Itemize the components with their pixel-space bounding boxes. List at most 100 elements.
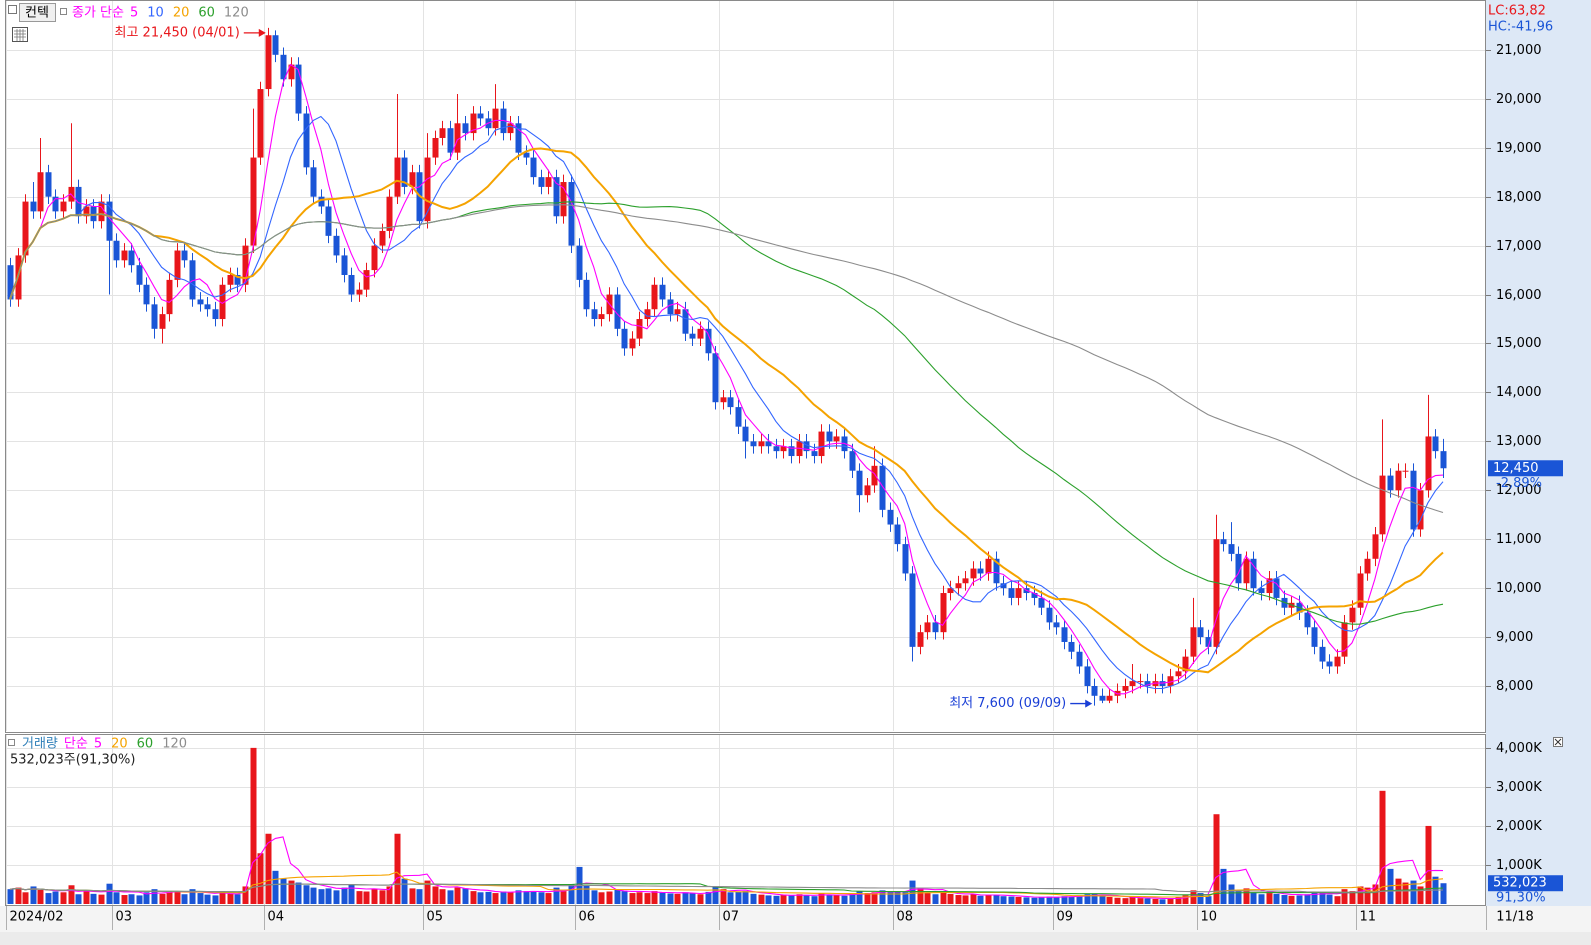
candle-body bbox=[303, 113, 310, 168]
y-tick-label: 9,000 bbox=[1496, 630, 1533, 645]
candle-body bbox=[45, 172, 52, 197]
toolbar-label[interactable]: 컨텍 bbox=[25, 6, 49, 21]
volume-bar bbox=[1296, 895, 1303, 904]
mark-layer bbox=[7, 27, 1447, 904]
volume-bar bbox=[1015, 896, 1022, 904]
volume-bar bbox=[1243, 888, 1250, 904]
volume-bar bbox=[219, 891, 226, 904]
candle-body bbox=[788, 446, 795, 457]
candle-body bbox=[1205, 637, 1212, 647]
volume-bar bbox=[136, 895, 143, 904]
volume-bar bbox=[515, 890, 522, 904]
volume-bar bbox=[833, 895, 840, 904]
volume-bar bbox=[1266, 893, 1273, 904]
candle-body bbox=[83, 206, 90, 217]
volume-bar bbox=[583, 885, 590, 904]
volume-bar bbox=[1425, 825, 1432, 904]
volume-bar bbox=[1288, 895, 1295, 904]
overlay-layer: 2024/02 03 04 05 06 07 08 09 10 11 11/18 8,000 9,000… bbox=[6, 4, 1563, 930]
candle-body bbox=[1395, 470, 1402, 491]
candle-body bbox=[1357, 573, 1364, 608]
legend-title: 거래량 bbox=[22, 737, 58, 752]
volume-bar bbox=[887, 892, 894, 904]
volume-bar bbox=[341, 887, 348, 904]
volume-bar bbox=[1137, 898, 1144, 904]
candle-body bbox=[348, 274, 355, 295]
volume-bar bbox=[1410, 880, 1417, 904]
candle-body bbox=[538, 177, 545, 187]
volume-bar bbox=[1099, 895, 1106, 904]
volume-bar bbox=[977, 895, 984, 904]
volume-bar bbox=[909, 880, 916, 904]
volume-bar bbox=[98, 894, 105, 904]
volume-bar bbox=[735, 891, 742, 904]
volume-bar bbox=[447, 890, 454, 904]
candle-body bbox=[1213, 539, 1220, 647]
volume-bar bbox=[560, 891, 567, 904]
candle-body bbox=[962, 578, 969, 584]
candle-body bbox=[621, 328, 628, 349]
candle-body bbox=[1137, 681, 1144, 683]
candle-body bbox=[325, 206, 332, 236]
candle-body bbox=[1258, 588, 1265, 594]
candle-body bbox=[439, 128, 446, 138]
annotation: 최저 7,600 (09/09) bbox=[949, 696, 1066, 711]
volume-bar bbox=[166, 891, 173, 904]
candle-body bbox=[644, 309, 651, 320]
candle-body bbox=[424, 157, 431, 222]
volume-bar bbox=[788, 895, 795, 904]
volume-bar bbox=[121, 895, 128, 904]
volume-bar bbox=[212, 895, 219, 904]
candle-body bbox=[197, 299, 204, 305]
volume-bar bbox=[1091, 893, 1098, 904]
y-tick-label: 8,000 bbox=[1496, 679, 1533, 694]
moving-average-line bbox=[9, 115, 1444, 690]
candle-body bbox=[280, 54, 287, 80]
volume-bar bbox=[697, 894, 704, 904]
candle-body bbox=[189, 260, 196, 300]
volume-bar bbox=[1250, 892, 1257, 904]
candle-body bbox=[674, 309, 681, 315]
candle-body bbox=[1387, 475, 1394, 491]
candle-body bbox=[1084, 666, 1091, 687]
last-price-tag bbox=[1488, 460, 1563, 477]
candle-body bbox=[257, 89, 264, 158]
close-icon bbox=[1554, 738, 1562, 746]
volume-bar bbox=[1167, 898, 1174, 904]
candle-body bbox=[1061, 627, 1068, 642]
candle-body bbox=[401, 157, 408, 187]
candle-body bbox=[1334, 656, 1341, 667]
candle-body bbox=[492, 108, 499, 129]
y-tick-label: 14,000 bbox=[1496, 385, 1542, 400]
candle-body bbox=[864, 485, 871, 496]
volume-bar bbox=[750, 893, 757, 904]
volume-bar bbox=[1281, 895, 1288, 904]
volume-bar bbox=[37, 889, 44, 904]
volume-bar bbox=[242, 886, 249, 904]
candle-body bbox=[750, 441, 757, 447]
volume-bar bbox=[470, 891, 477, 904]
volume-bar bbox=[712, 886, 719, 904]
volume-bar bbox=[1334, 896, 1341, 904]
volume-bar bbox=[606, 891, 613, 904]
volume-bar bbox=[1364, 887, 1371, 904]
volume-bar bbox=[1053, 896, 1060, 904]
volume-bar bbox=[1440, 883, 1447, 904]
x-tick-label: 07 bbox=[723, 910, 740, 925]
volume-bar bbox=[1061, 896, 1068, 904]
last-volume-label: 532,023 bbox=[1493, 876, 1547, 891]
volume-bar bbox=[667, 893, 674, 904]
candle-body bbox=[576, 245, 583, 280]
toolbar-button[interactable] bbox=[19, 3, 56, 22]
candle-body bbox=[1379, 475, 1386, 535]
candle-body bbox=[515, 123, 522, 153]
candle-body bbox=[1273, 578, 1280, 598]
volume-bar bbox=[379, 890, 386, 904]
volume-bar bbox=[689, 893, 696, 904]
icon bbox=[60, 8, 67, 15]
volume-bar bbox=[1372, 884, 1379, 904]
candle-body bbox=[462, 123, 469, 134]
candle-body bbox=[1440, 451, 1447, 469]
candle-body bbox=[310, 167, 317, 197]
volume-bar bbox=[568, 884, 575, 904]
